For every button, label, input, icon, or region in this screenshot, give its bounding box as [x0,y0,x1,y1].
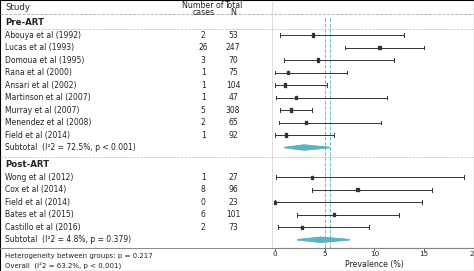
Text: 104: 104 [226,80,240,89]
Text: cases: cases [192,8,214,17]
Bar [311,33,314,37]
Text: Study: Study [5,3,30,12]
Text: 15: 15 [419,251,429,257]
Bar [305,121,307,124]
Text: 1: 1 [201,93,206,102]
Text: Total: Total [224,1,242,10]
Bar [310,176,313,179]
Text: Subtotal  (I²2 = 72.5%, p < 0.001): Subtotal (I²2 = 72.5%, p < 0.001) [5,143,136,152]
Polygon shape [298,237,349,242]
Text: 1: 1 [201,173,206,182]
Text: 70: 70 [228,56,238,64]
Text: 65: 65 [228,118,238,127]
Bar [317,58,319,62]
Text: 2: 2 [201,31,206,40]
Text: 75: 75 [228,68,238,77]
Text: 0: 0 [273,251,277,257]
Text: 1: 1 [201,68,206,77]
Text: 96: 96 [228,185,238,194]
Text: Field et al (2014): Field et al (2014) [5,198,70,207]
Text: Pre-ART: Pre-ART [5,18,44,27]
Bar [287,71,289,74]
Bar [290,108,292,112]
Text: Castillo et al (2016): Castillo et al (2016) [5,223,81,232]
Text: 6: 6 [201,210,206,219]
Bar [356,188,359,191]
Text: Heterogeneity between groups: p = 0.217: Heterogeneity between groups: p = 0.217 [5,253,153,259]
Text: Rana et al (2000): Rana et al (2000) [5,68,72,77]
Text: Field et al (2014): Field et al (2014) [5,131,70,140]
Text: 0: 0 [201,198,206,207]
Text: 53: 53 [228,31,238,40]
Bar [284,83,286,87]
Text: 47: 47 [228,93,238,102]
Text: Domoua et al (1995): Domoua et al (1995) [5,56,84,64]
Text: Prevalence (%): Prevalence (%) [345,260,404,269]
Text: 27: 27 [228,173,238,182]
Text: 23: 23 [228,198,238,207]
Text: Lucas et al (1993): Lucas et al (1993) [5,43,74,52]
Bar [333,213,335,217]
Text: Overall  (I²2 = 63.2%, p < 0.001): Overall (I²2 = 63.2%, p < 0.001) [5,261,121,269]
Text: Menendez et al (2008): Menendez et al (2008) [5,118,91,127]
Text: Martinson et al (2007): Martinson et al (2007) [5,93,91,102]
Text: Abouya et al (1992): Abouya et al (1992) [5,31,81,40]
Text: 5: 5 [201,105,206,115]
Text: Murray et al (2007): Murray et al (2007) [5,105,79,115]
Bar [295,96,297,99]
Text: 308: 308 [226,105,240,115]
Text: Wong et al (2012): Wong et al (2012) [5,173,73,182]
Text: N: N [230,8,236,17]
Bar [378,46,381,49]
Text: 73: 73 [228,223,238,232]
Text: 92: 92 [228,131,238,140]
Text: Post-ART: Post-ART [5,160,49,169]
Text: 101: 101 [226,210,240,219]
Text: Bates et al (2015): Bates et al (2015) [5,210,74,219]
Bar [285,133,287,137]
Bar [301,225,303,229]
Text: 20: 20 [469,251,474,257]
Text: 5: 5 [322,251,327,257]
Text: 247: 247 [226,43,240,52]
Text: Number of: Number of [182,1,224,10]
Text: 8: 8 [201,185,206,194]
Text: Cox et al (2014): Cox et al (2014) [5,185,66,194]
Polygon shape [285,145,329,150]
Bar [274,201,276,204]
Text: 1: 1 [201,131,206,140]
Text: 10: 10 [370,251,379,257]
Text: Subtotal  (I²2 = 4.8%, p = 0.379): Subtotal (I²2 = 4.8%, p = 0.379) [5,235,131,244]
Text: 1: 1 [201,80,206,89]
Text: 26: 26 [199,43,208,52]
Text: 2: 2 [201,118,206,127]
Text: 3: 3 [201,56,206,64]
Text: Ansari et al (2002): Ansari et al (2002) [5,80,76,89]
Text: 2: 2 [201,223,206,232]
